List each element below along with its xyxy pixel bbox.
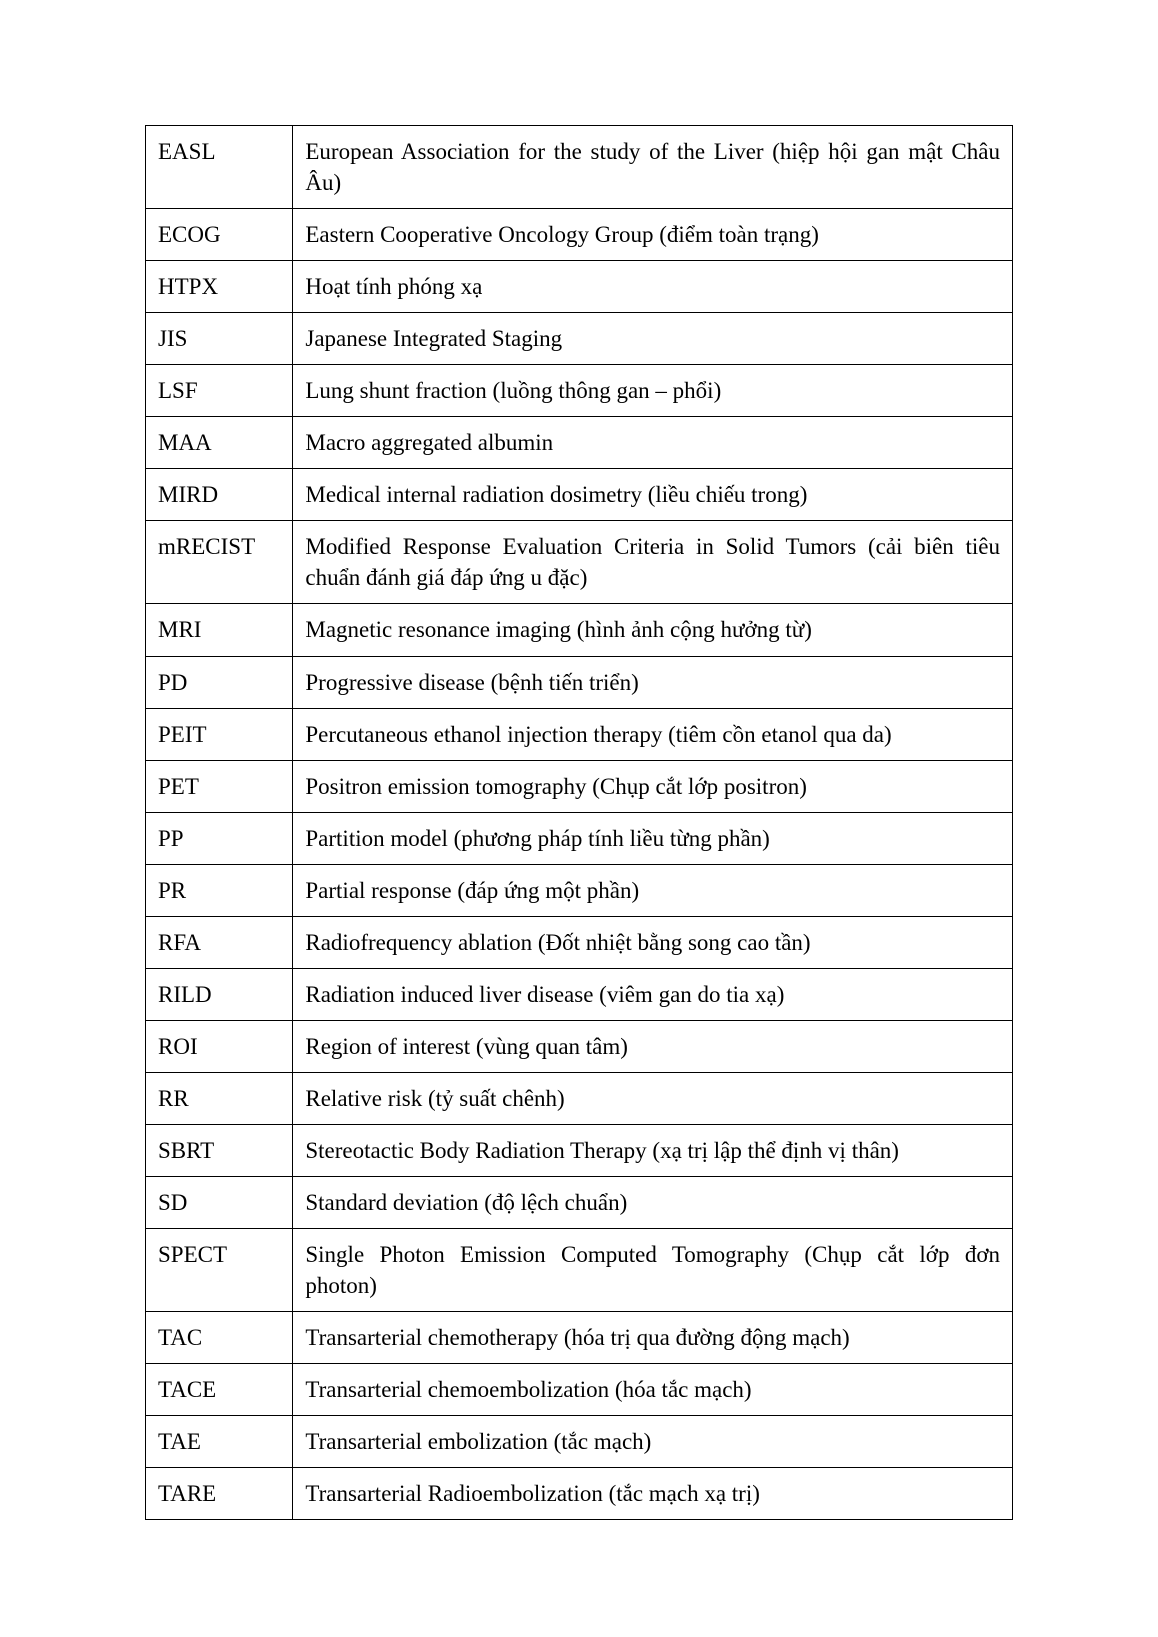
definition-cell: Lung shunt fraction (luồng thông gan – p…: [293, 365, 1013, 417]
definition-cell: Modified Response Evaluation Criteria in…: [293, 521, 1013, 604]
definition-cell: Stereotactic Body Radiation Therapy (xạ …: [293, 1124, 1013, 1176]
abbr-cell: ROI: [146, 1020, 293, 1072]
abbreviations-table-body: EASLEuropean Association for the study o…: [146, 126, 1013, 1520]
abbr-cell: PET: [146, 760, 293, 812]
definition-cell: Positron emission tomography (Chụp cắt l…: [293, 760, 1013, 812]
definition-cell: Transarterial chemoembolization (hóa tắc…: [293, 1364, 1013, 1416]
table-row: HTPXHoạt tính phóng xạ: [146, 261, 1013, 313]
abbr-cell: TAE: [146, 1416, 293, 1468]
definition-cell: Relative risk (tỷ suất chênh): [293, 1072, 1013, 1124]
abbr-cell: PEIT: [146, 708, 293, 760]
abbr-cell: mRECIST: [146, 521, 293, 604]
table-row: mRECISTModified Response Evaluation Crit…: [146, 521, 1013, 604]
table-row: RILDRadiation induced liver disease (viê…: [146, 968, 1013, 1020]
table-row: TARETransarterial Radioembolization (tắc…: [146, 1468, 1013, 1520]
definition-cell: Transarterial Radioembolization (tắc mạc…: [293, 1468, 1013, 1520]
table-row: MAAMacro aggregated albumin: [146, 417, 1013, 469]
abbr-cell: PD: [146, 656, 293, 708]
table-row: RRRelative risk (tỷ suất chênh): [146, 1072, 1013, 1124]
abbr-cell: MRI: [146, 604, 293, 656]
abbr-cell: HTPX: [146, 261, 293, 313]
table-row: ROIRegion of interest (vùng quan tâm): [146, 1020, 1013, 1072]
definition-cell: Magnetic resonance imaging (hình ảnh cộn…: [293, 604, 1013, 656]
abbr-cell: RR: [146, 1072, 293, 1124]
table-row: MRIMagnetic resonance imaging (hình ảnh …: [146, 604, 1013, 656]
abbr-cell: PP: [146, 812, 293, 864]
definition-cell: Macro aggregated albumin: [293, 417, 1013, 469]
table-row: TAETransarterial embolization (tắc mạch): [146, 1416, 1013, 1468]
table-row: JISJapanese Integrated Staging: [146, 313, 1013, 365]
abbr-cell: MAA: [146, 417, 293, 469]
abbr-cell: TAC: [146, 1312, 293, 1364]
abbr-cell: TARE: [146, 1468, 293, 1520]
definition-cell: Hoạt tính phóng xạ: [293, 261, 1013, 313]
definition-cell: Eastern Cooperative Oncology Group (điểm…: [293, 209, 1013, 261]
definition-cell: European Association for the study of th…: [293, 126, 1013, 209]
abbreviations-table: EASLEuropean Association for the study o…: [145, 125, 1013, 1520]
definition-cell: Region of interest (vùng quan tâm): [293, 1020, 1013, 1072]
definition-cell: Medical internal radiation dosimetry (li…: [293, 469, 1013, 521]
table-row: PDProgressive disease (bệnh tiến triển): [146, 656, 1013, 708]
abbr-cell: EASL: [146, 126, 293, 209]
abbr-cell: RILD: [146, 968, 293, 1020]
abbr-cell: TACE: [146, 1364, 293, 1416]
table-row: PRPartial response (đáp ứng một phần): [146, 864, 1013, 916]
abbr-cell: MIRD: [146, 469, 293, 521]
abbr-cell: SPECT: [146, 1229, 293, 1312]
definition-cell: Radiofrequency ablation (Đốt nhiệt bằng …: [293, 916, 1013, 968]
definition-cell: Percutaneous ethanol injection therapy (…: [293, 708, 1013, 760]
abbr-cell: ECOG: [146, 209, 293, 261]
table-row: ECOGEastern Cooperative Oncology Group (…: [146, 209, 1013, 261]
abbr-cell: LSF: [146, 365, 293, 417]
definition-cell: Japanese Integrated Staging: [293, 313, 1013, 365]
definition-cell: Transarterial embolization (tắc mạch): [293, 1416, 1013, 1468]
abbr-cell: PR: [146, 864, 293, 916]
definition-cell: Standard deviation (độ lệch chuẩn): [293, 1176, 1013, 1228]
definition-cell: Partition model (phương pháp tính liều t…: [293, 812, 1013, 864]
table-row: EASLEuropean Association for the study o…: [146, 126, 1013, 209]
table-row: MIRDMedical internal radiation dosimetry…: [146, 469, 1013, 521]
table-row: TACETransarterial chemoembolization (hóa…: [146, 1364, 1013, 1416]
definition-cell: Radiation induced liver disease (viêm ga…: [293, 968, 1013, 1020]
abbr-cell: SBRT: [146, 1124, 293, 1176]
definition-cell: Single Photon Emission Computed Tomograp…: [293, 1229, 1013, 1312]
table-row: PEITPercutaneous ethanol injection thera…: [146, 708, 1013, 760]
table-row: PPPartition model (phương pháp tính liều…: [146, 812, 1013, 864]
definition-cell: Transarterial chemotherapy (hóa trị qua …: [293, 1312, 1013, 1364]
table-row: PETPositron emission tomography (Chụp cắ…: [146, 760, 1013, 812]
table-row: SDStandard deviation (độ lệch chuẩn): [146, 1176, 1013, 1228]
table-row: LSFLung shunt fraction (luồng thông gan …: [146, 365, 1013, 417]
definition-cell: Partial response (đáp ứng một phần): [293, 864, 1013, 916]
table-row: RFARadiofrequency ablation (Đốt nhiệt bằ…: [146, 916, 1013, 968]
abbr-cell: RFA: [146, 916, 293, 968]
table-row: SBRTStereotactic Body Radiation Therapy …: [146, 1124, 1013, 1176]
abbr-cell: JIS: [146, 313, 293, 365]
table-row: TACTransarterial chemotherapy (hóa trị q…: [146, 1312, 1013, 1364]
definition-cell: Progressive disease (bệnh tiến triển): [293, 656, 1013, 708]
abbr-cell: SD: [146, 1176, 293, 1228]
table-row: SPECTSingle Photon Emission Computed Tom…: [146, 1229, 1013, 1312]
